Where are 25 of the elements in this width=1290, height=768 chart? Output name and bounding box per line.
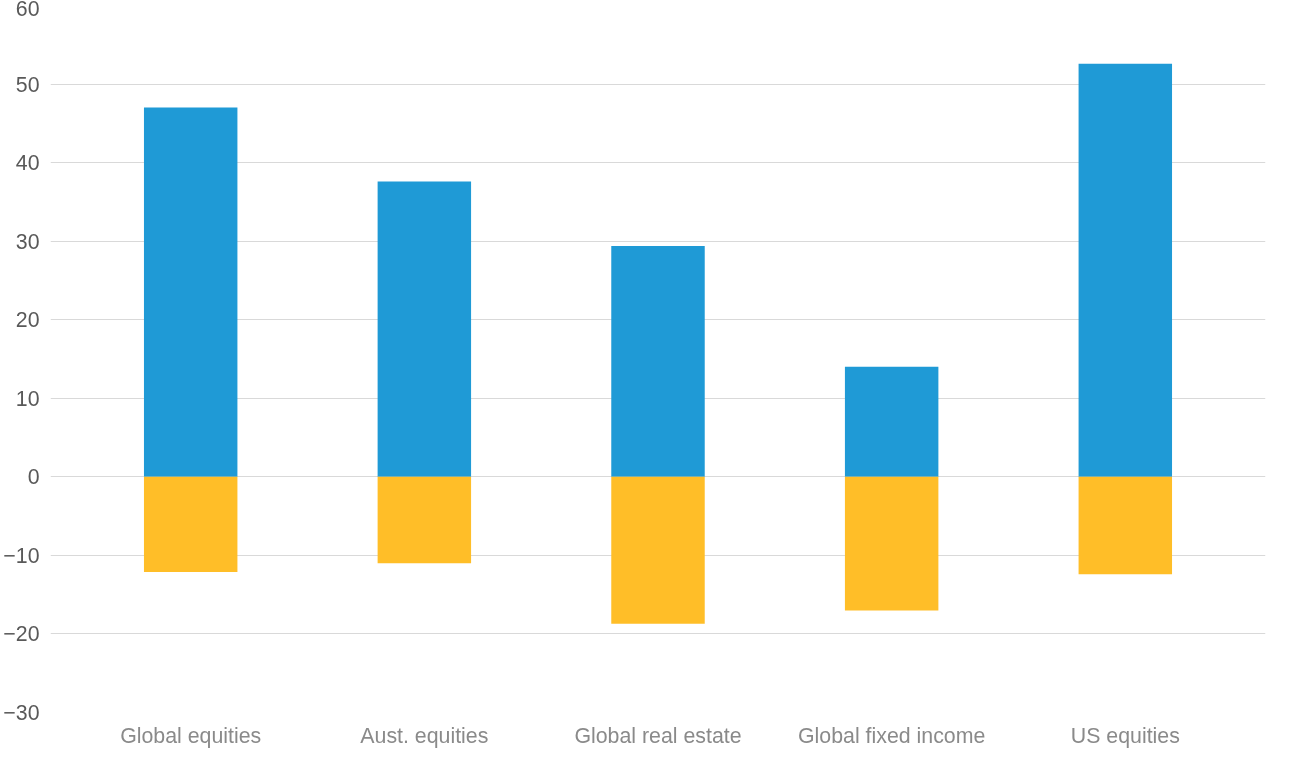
bar — [611, 476, 705, 624]
bar — [143, 107, 238, 477]
x-tick-label: Global fixed income — [798, 723, 986, 748]
y-tick-label: −30 — [3, 701, 40, 725]
x-tick-label: Global equities — [120, 723, 262, 748]
bar — [1078, 476, 1173, 575]
y-tick-label: 10 — [15, 386, 40, 411]
bar — [377, 476, 472, 564]
x-tick-label: Aust. equities — [360, 723, 489, 748]
bar — [844, 476, 939, 611]
x-tick-label: US equities — [1070, 723, 1180, 748]
y-tick-label: −20 — [3, 622, 40, 647]
bar — [377, 181, 472, 477]
y-tick-label: 60 — [15, 0, 40, 21]
bar — [143, 476, 238, 572]
bar — [844, 366, 939, 477]
bar — [1078, 63, 1173, 477]
y-tick-label: 30 — [15, 229, 40, 254]
bar — [611, 245, 705, 477]
y-tick-label: 50 — [15, 72, 40, 97]
y-tick-label: 40 — [15, 151, 40, 176]
y-tick-label: 0 — [27, 465, 40, 490]
x-tick-label: Global real estate — [574, 723, 742, 748]
y-tick-label: −10 — [3, 543, 40, 568]
y-tick-label: 20 — [15, 308, 40, 333]
